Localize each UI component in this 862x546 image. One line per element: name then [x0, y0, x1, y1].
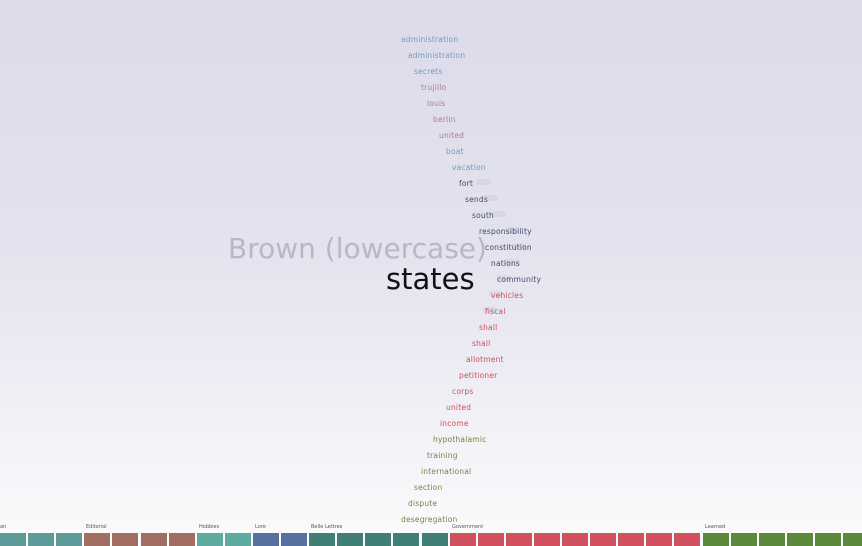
genre-segment[interactable] — [393, 533, 421, 546]
genre-segment[interactable] — [225, 533, 253, 546]
ghost-word-mark — [477, 179, 491, 185]
genre-segment[interactable] — [618, 533, 646, 546]
genre-segment[interactable] — [197, 533, 225, 546]
genre-label: Belle Lettres — [311, 524, 343, 530]
ghost-word-mark — [505, 227, 519, 233]
context-word[interactable]: united — [439, 131, 465, 140]
context-word[interactable]: hypothalamic — [433, 435, 487, 444]
genre-segment[interactable] — [337, 533, 365, 546]
context-word[interactable]: responsibility — [479, 227, 532, 236]
genre-segment[interactable] — [281, 533, 309, 546]
ghost-word-mark — [484, 195, 498, 201]
genre-segment[interactable] — [112, 533, 140, 546]
genre-segment[interactable] — [450, 533, 478, 546]
genre-segment[interactable] — [478, 533, 506, 546]
context-word[interactable]: secrets — [414, 67, 443, 76]
context-word[interactable]: petitioner — [459, 371, 498, 380]
context-word[interactable]: vehicles — [491, 291, 524, 300]
genre-segment[interactable] — [422, 533, 450, 546]
ghost-word-mark — [483, 307, 497, 313]
context-word[interactable]: income — [440, 419, 469, 428]
genre-segment[interactable] — [169, 533, 197, 546]
context-word[interactable]: administration — [408, 51, 466, 60]
context-word[interactable]: shall — [472, 339, 491, 348]
context-word[interactable]: desegregation — [401, 515, 458, 524]
genre-segment[interactable] — [253, 533, 281, 546]
context-word[interactable]: trujillo — [421, 83, 447, 92]
context-word[interactable]: shall — [479, 323, 498, 332]
ghost-word-mark — [497, 275, 511, 281]
context-word[interactable]: constitution — [485, 243, 532, 252]
genre-segment[interactable] — [590, 533, 618, 546]
genre-label: Learned — [705, 524, 726, 530]
context-word[interactable]: international — [421, 467, 472, 476]
context-word[interactable]: sends — [465, 195, 488, 204]
genre-segment[interactable] — [534, 533, 562, 546]
context-word[interactable]: united — [446, 403, 472, 412]
context-word[interactable]: fiscal — [485, 307, 506, 316]
genre-bar — [0, 533, 862, 546]
genre-label: Editorial — [86, 524, 107, 530]
context-word[interactable]: administration — [401, 35, 459, 44]
genre-segment[interactable] — [646, 533, 674, 546]
genre-segment[interactable] — [759, 533, 787, 546]
genre-segment[interactable] — [731, 533, 759, 546]
context-word[interactable]: vacation — [452, 163, 486, 172]
context-word[interactable]: dispute — [408, 499, 438, 508]
genre-segment[interactable] — [843, 533, 862, 546]
ghost-word-mark — [489, 291, 503, 297]
context-word[interactable]: corps — [452, 387, 474, 396]
genre-label: an — [0, 524, 7, 530]
context-word[interactable]: section — [414, 483, 443, 492]
context-word[interactable]: nations — [491, 259, 521, 268]
context-word[interactable]: louis — [427, 99, 446, 108]
context-word[interactable]: allotment — [466, 355, 504, 364]
ghost-word-mark — [512, 243, 526, 249]
genre-segment[interactable] — [84, 533, 112, 546]
context-word[interactable]: berlin — [433, 115, 456, 124]
context-word[interactable]: boat — [446, 147, 464, 156]
genre-segment[interactable] — [674, 533, 702, 546]
genre-label: Hobbies — [199, 524, 220, 530]
context-word[interactable]: south — [472, 211, 494, 220]
focus-word[interactable]: states — [386, 262, 475, 296]
genre-segment[interactable] — [56, 533, 84, 546]
genre-segment[interactable] — [703, 533, 731, 546]
collection-label: Brown (lowercase) — [228, 232, 487, 265]
genre-segment[interactable] — [562, 533, 590, 546]
genre-segment[interactable] — [787, 533, 815, 546]
genre-segment[interactable] — [0, 533, 28, 546]
genre-segment[interactable] — [28, 533, 56, 546]
context-word[interactable]: fort — [459, 179, 474, 188]
genre-segment[interactable] — [506, 533, 534, 546]
genre-label: Government — [452, 524, 484, 530]
context-word[interactable]: community — [497, 275, 542, 284]
ghost-word-mark — [505, 259, 519, 265]
genre-segment[interactable] — [309, 533, 337, 546]
ghost-word-mark — [492, 211, 506, 217]
genre-segment[interactable] — [365, 533, 393, 546]
genre-segment[interactable] — [815, 533, 843, 546]
genre-label: Lore — [255, 524, 266, 530]
genre-segment[interactable] — [141, 533, 169, 546]
context-word[interactable]: training — [427, 451, 458, 460]
